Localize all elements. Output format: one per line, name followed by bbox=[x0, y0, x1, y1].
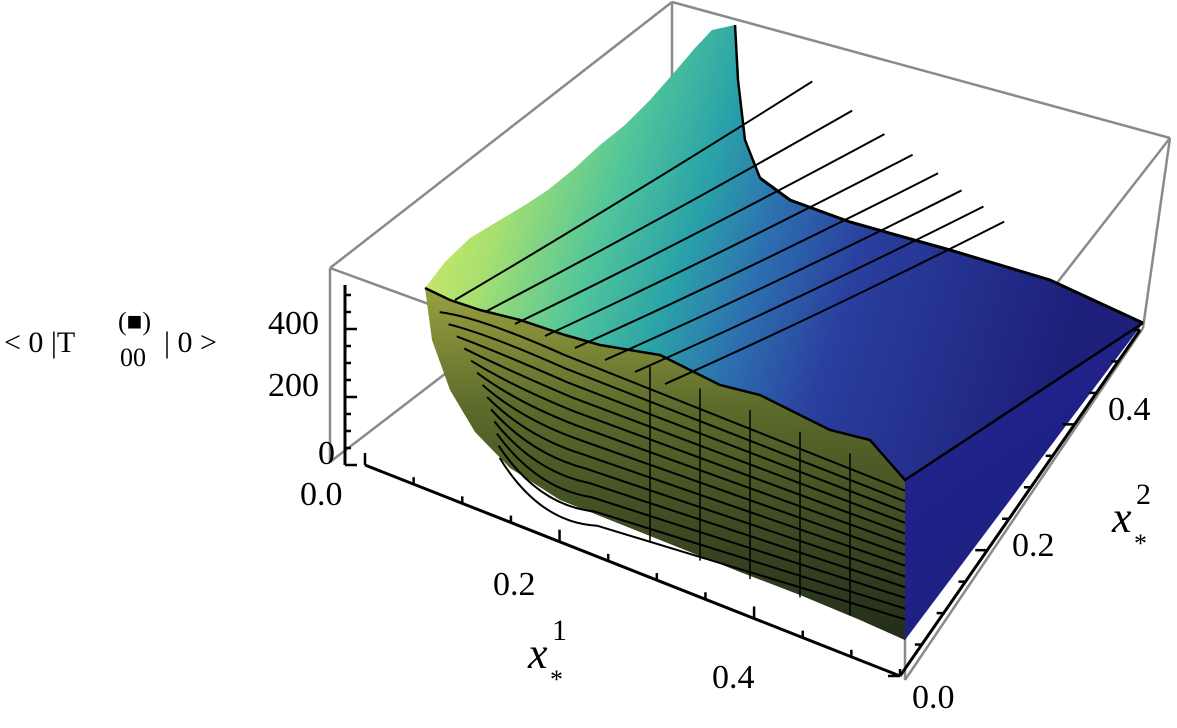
contour-line bbox=[448, 323, 906, 503]
svg-text:*: * bbox=[550, 665, 563, 694]
contour-line bbox=[463, 347, 906, 524]
svg-text:00: 00 bbox=[120, 343, 146, 372]
surface-top bbox=[425, 25, 1143, 480]
contour-line bbox=[544, 153, 914, 337]
axis-ticks bbox=[345, 293, 1140, 678]
svg-text:1: 1 bbox=[552, 614, 567, 647]
y-tick-label: 0.0 bbox=[912, 679, 955, 716]
contour-line bbox=[481, 384, 906, 556]
contour-line bbox=[486, 396, 906, 567]
svg-text:| 0 >: | 0 > bbox=[164, 326, 217, 359]
contour-line bbox=[634, 205, 984, 373]
bounding-box-front bbox=[903, 327, 1145, 681]
y-axis-label: x 2 * bbox=[1111, 478, 1151, 558]
y-tick-label: 0.2 bbox=[1012, 527, 1055, 564]
x-axis-label: x 1 * bbox=[527, 614, 567, 694]
z-tick-label: 0 bbox=[318, 435, 335, 472]
x-tick-label: 0.4 bbox=[712, 659, 755, 696]
svg-text:(■): (■) bbox=[118, 307, 151, 336]
svg-text:< 0 |T: < 0 |T bbox=[4, 326, 75, 359]
surface-outline bbox=[424, 286, 1144, 482]
surface-back-edge bbox=[759, 176, 1144, 325]
svg-text:2: 2 bbox=[1136, 478, 1151, 511]
contour-line bbox=[490, 408, 906, 578]
z-tick-label: 400 bbox=[268, 305, 319, 342]
contour-line bbox=[493, 420, 906, 589]
contour-line bbox=[514, 133, 885, 325]
surface-side bbox=[425, 288, 905, 640]
contour-line bbox=[456, 335, 906, 514]
surface-ridge-edge bbox=[733, 24, 762, 179]
contour-line bbox=[454, 80, 813, 301]
contour-line bbox=[495, 432, 906, 599]
contour-line bbox=[604, 189, 962, 361]
contour-line bbox=[498, 457, 906, 621]
contour-lines-top bbox=[454, 80, 1005, 385]
svg-text:x: x bbox=[1111, 493, 1132, 542]
x-tick-label: 0.2 bbox=[493, 566, 536, 603]
contour-line bbox=[470, 359, 906, 535]
contour-line bbox=[497, 445, 906, 610]
contour-line bbox=[476, 372, 906, 546]
y-tick-label: 0.4 bbox=[1108, 391, 1151, 428]
z-tick-label: 200 bbox=[268, 367, 319, 404]
contour-line bbox=[439, 311, 906, 492]
svg-text:*: * bbox=[1134, 529, 1147, 558]
z-axis-label: < 0 |T 00 (■) | 0 > bbox=[4, 307, 217, 372]
svg-text:x: x bbox=[527, 629, 548, 678]
x-tick-label: 0.0 bbox=[300, 476, 343, 513]
contour-line bbox=[664, 220, 1005, 385]
contour-line bbox=[484, 109, 853, 313]
contour-lines-side bbox=[439, 311, 906, 621]
contour-line bbox=[574, 172, 939, 349]
axis-frame bbox=[343, 285, 1142, 678]
